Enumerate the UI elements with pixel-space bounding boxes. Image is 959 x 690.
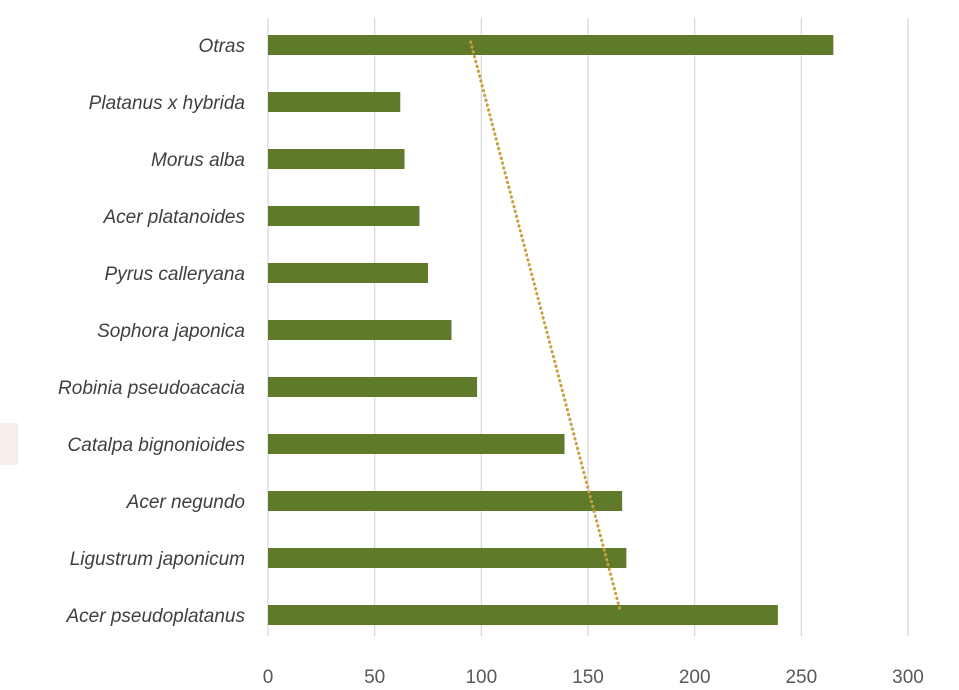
x-tick-label: 50: [364, 667, 385, 688]
x-tick-label: 0: [263, 667, 274, 688]
bar: [268, 263, 428, 283]
bar-layer: [268, 35, 834, 625]
x-tick-label: 150: [572, 667, 604, 688]
category-label: Robinia pseudoacacia: [58, 378, 245, 399]
category-label: Otras: [199, 36, 246, 57]
x-tick-label: 300: [892, 667, 924, 688]
x-tick-label: 250: [785, 667, 817, 688]
bar: [268, 377, 478, 397]
bar: [268, 35, 834, 55]
category-label: Platanus x hybrida: [89, 93, 245, 114]
trendline-layer: [469, 40, 622, 612]
bar: [268, 434, 565, 454]
x-axis-tick-labels: 0 50 100 150 200 250 300: [263, 667, 924, 688]
category-labels: Otras Platanus x hybrida Morus alba Acer pl…: [58, 36, 245, 627]
category-label: Acer negundo: [126, 492, 245, 513]
category-label: Morus alba: [151, 150, 245, 171]
x-tick-label: 200: [679, 667, 711, 688]
bar: [268, 491, 623, 511]
trendline: [469, 40, 622, 612]
bar: [268, 206, 420, 226]
category-label: Sophora japonica: [97, 321, 245, 342]
bar: [268, 149, 405, 169]
category-label: Catalpa bignonioides: [68, 435, 246, 456]
category-label: Pyrus calleryana: [105, 264, 245, 285]
category-label: Ligustrum japonicum: [70, 549, 245, 570]
decorative-box: [0, 423, 18, 465]
bar: [268, 605, 778, 625]
bar: [268, 92, 401, 112]
bar: [268, 320, 452, 340]
bar: [268, 548, 627, 568]
x-tick-label: 100: [465, 667, 497, 688]
category-label: Acer platanoides: [102, 207, 245, 228]
category-label: Acer pseudoplatanus: [65, 606, 245, 627]
